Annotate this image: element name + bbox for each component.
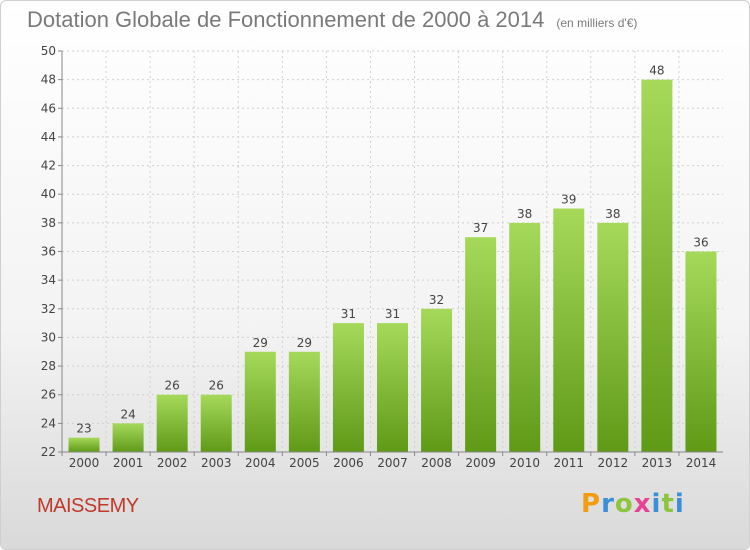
bar [597,222,629,452]
x-tick-label: 2010 [509,456,540,470]
y-tick-label: 32 [41,302,56,316]
data-label: 29 [253,336,268,350]
bar [641,79,673,453]
data-label: 24 [120,407,135,421]
y-tick-label: 26 [41,388,56,402]
bar [332,323,364,452]
title-text: Dotation Globale de Fonctionnement de 20… [27,7,545,32]
logo-letter: t [661,489,675,519]
x-tick-label: 2014 [686,456,717,470]
logo-letter: x [633,489,652,519]
y-tick-label: 30 [41,330,56,344]
data-label: 29 [297,336,312,350]
y-tick-label: 50 [41,44,56,58]
y-tick-label: 36 [41,245,56,259]
y-tick-label: 48 [41,73,56,87]
x-tick-label: 2001 [113,456,144,470]
bar [465,237,497,452]
x-tick-label: 2002 [157,456,188,470]
x-tick-label: 2006 [333,456,364,470]
y-tick-label: 34 [41,273,56,287]
bar [421,308,453,452]
bar [244,351,276,452]
logo-letter: i [651,489,662,519]
x-tick-label: 2005 [289,456,320,470]
y-tick-label: 46 [41,101,56,115]
logo-letter: r [601,489,615,519]
data-label: 48 [649,64,664,78]
data-label: 39 [561,193,576,207]
x-tick-label: 2007 [377,456,408,470]
bar-chart: 22 24 26 28 30 32 34 36 38 40 42 44 46 48 50 23 2000 24 20… [41,44,723,470]
proxiti-logo: Proxiti [581,489,685,519]
bar [156,394,188,452]
bar [200,394,232,452]
data-label: 38 [605,207,620,221]
logo-letter: P [581,489,602,519]
bar [377,323,408,452]
chart-subtitle: (en milliers d'€) [556,16,638,30]
bar [685,251,717,452]
x-tick-label: 2013 [642,456,673,470]
bar [288,351,320,452]
data-label: 37 [473,221,488,235]
logo-letter: o [614,489,634,519]
data-label: 26 [209,379,224,393]
x-tick-label: 2003 [201,456,232,470]
bar [68,437,100,452]
x-tick-label: 2009 [465,456,496,470]
y-tick-label: 40 [41,187,56,201]
y-tick-label: 44 [41,130,56,144]
logo-letter: i [674,489,685,519]
y-tick-label: 42 [41,159,56,173]
bar [553,208,585,452]
data-label: 32 [429,293,444,307]
data-label: 31 [385,307,400,321]
y-tick-label: 22 [41,445,56,459]
x-tick-label: 2011 [553,456,584,470]
y-tick-label: 24 [41,416,56,430]
x-tick-label: 2000 [69,456,100,470]
x-tick-label: 2004 [245,456,276,470]
commune-name: MAISSEMY [37,495,139,517]
data-label: 23 [76,422,91,436]
y-tick-label: 38 [41,216,56,230]
chart-title: Dotation Globale de Fonctionnement de 20… [27,7,637,33]
bar [112,423,144,452]
data-label: 38 [517,207,532,221]
bar [509,222,541,452]
data-label: 31 [341,307,356,321]
y-tick-label: 28 [41,359,56,373]
data-label: 36 [693,236,708,250]
x-tick-label: 2012 [598,456,629,470]
x-tick-label: 2008 [421,456,452,470]
data-label: 26 [165,379,180,393]
